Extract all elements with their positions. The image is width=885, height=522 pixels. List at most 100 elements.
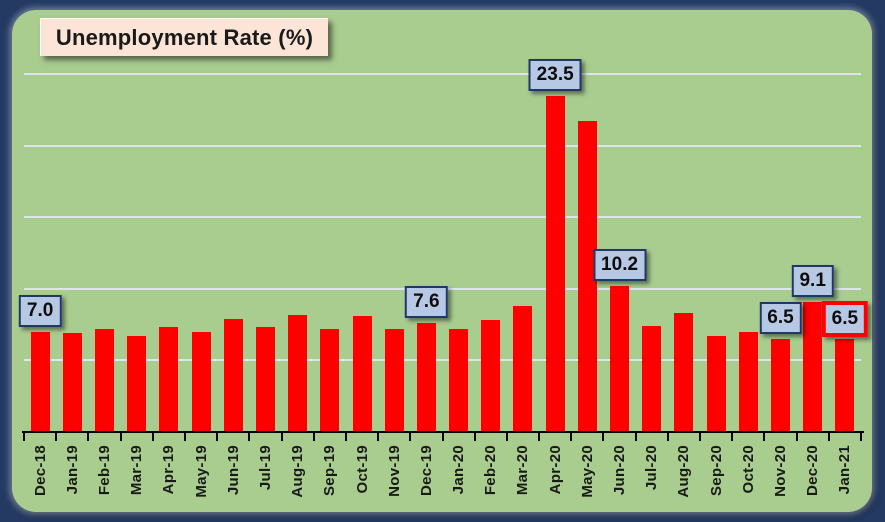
bar — [288, 314, 308, 432]
chart-card: Unemployment Rate (%) Dec-18 Jan-19 Feb-19… — [12, 10, 872, 512]
x-axis-label: Jun-20 — [608, 445, 632, 495]
axis-tick — [183, 433, 186, 441]
axis-tick — [216, 433, 219, 441]
x-axis-label-text: Aug-19 — [289, 445, 307, 498]
axis-tick — [409, 433, 412, 441]
x-axis-label: May-20 — [575, 445, 599, 498]
bar — [642, 326, 662, 432]
axis-tick — [602, 433, 605, 441]
bar — [738, 331, 758, 432]
axis-tick — [248, 433, 251, 441]
axis-tick — [860, 433, 862, 441]
axis-tick — [666, 433, 669, 441]
x-axis-label-text: Nov-19 — [385, 445, 403, 497]
x-axis-label: Jul-19 — [253, 445, 277, 490]
bar — [610, 285, 630, 432]
axis-tick — [538, 433, 541, 441]
x-axis-label-text: Jul-19 — [256, 445, 274, 491]
axis-tick — [473, 433, 476, 441]
x-axis-label-text: Jan-20 — [450, 445, 468, 495]
x-axis-label: Sep-20 — [704, 445, 728, 496]
axis-tick — [763, 433, 766, 441]
bar — [513, 306, 533, 432]
axis-tick — [634, 433, 637, 441]
bar — [416, 323, 436, 432]
x-axis-label-text: Dec-18 — [31, 445, 49, 496]
data-callout: 10.2 — [593, 248, 647, 281]
x-axis-label: Nov-20 — [769, 445, 793, 497]
gridline — [24, 73, 861, 76]
x-axis-label: Mar-20 — [511, 445, 535, 495]
bar — [191, 331, 211, 432]
x-axis-line — [22, 431, 864, 433]
x-axis-label-text: Apr-19 — [160, 445, 178, 495]
x-axis-label-text: Jan-21 — [836, 445, 854, 495]
x-axis-label: Feb-19 — [92, 445, 116, 495]
bar — [803, 301, 823, 432]
gridline — [24, 359, 861, 362]
data-callout: 6.5 — [759, 301, 802, 334]
gridline — [24, 216, 861, 219]
chart-title-text: Unemployment Rate (%) — [55, 24, 314, 50]
x-axis-label-text: Apr-20 — [546, 445, 564, 495]
x-axis-label: Feb-20 — [479, 445, 503, 495]
x-axis-label: Dec-18 — [28, 445, 52, 496]
bar — [30, 331, 50, 432]
bar — [255, 327, 275, 432]
x-axis-label-text: Feb-19 — [95, 445, 113, 496]
x-axis-label: Aug-20 — [672, 445, 696, 498]
x-axis-label-text: Mar-20 — [514, 445, 532, 496]
bar — [62, 333, 82, 432]
axis-tick — [795, 433, 798, 441]
x-axis-label-text: Jan-19 — [63, 445, 81, 495]
axis-tick — [699, 433, 702, 441]
data-callout: 23.5 — [528, 58, 582, 91]
bar — [223, 318, 243, 432]
bar — [674, 313, 694, 432]
x-axis-label: Jul-20 — [640, 445, 664, 490]
x-axis-label: Jan-20 — [447, 445, 471, 494]
plot-area: Dec-18 Jan-19 Feb-19 Mar-19 Apr-19 May-19 Jun-… — [18, 58, 869, 498]
data-callout: 7.0 — [18, 294, 62, 327]
axis-tick — [377, 433, 380, 441]
x-axis-label: Dec-20 — [801, 445, 825, 496]
data-callout: 6.5 — [821, 300, 869, 337]
bar — [384, 328, 404, 432]
axis-tick — [23, 433, 25, 441]
x-axis-label: Aug-19 — [286, 445, 310, 498]
x-axis-label-text: May-20 — [578, 445, 596, 498]
x-axis-label: Oct-19 — [350, 445, 374, 494]
bar — [127, 336, 147, 432]
axis-tick — [280, 433, 283, 441]
bar — [545, 95, 565, 432]
axis-tick — [344, 433, 347, 441]
x-axis-label-text: Feb-20 — [482, 445, 500, 496]
x-axis-label: Sep-19 — [318, 445, 342, 496]
x-axis-label-text: Sep-19 — [321, 445, 339, 496]
data-callout: 9.1 — [791, 264, 834, 297]
chart-title-box: Unemployment Rate (%) — [40, 18, 328, 56]
bar — [320, 328, 340, 432]
bar — [577, 121, 597, 432]
bar — [481, 320, 501, 432]
x-axis-label-text: Jul-20 — [643, 445, 661, 491]
axis-tick — [87, 433, 90, 441]
x-axis-label: Jun-19 — [221, 445, 245, 495]
x-axis-label-text: Dec-19 — [417, 445, 435, 496]
x-axis-label-text: Jun-20 — [611, 445, 629, 496]
data-callout: 7.6 — [405, 286, 448, 319]
axis-tick — [119, 433, 122, 441]
x-axis-label: Jan-21 — [833, 445, 857, 494]
axis-tick — [441, 433, 444, 441]
x-axis-label-text: Dec-20 — [804, 445, 822, 496]
bar — [706, 336, 726, 432]
x-axis-label-text: May-19 — [192, 445, 210, 498]
axis-tick — [827, 433, 830, 441]
x-axis-label-text: Oct-19 — [353, 445, 371, 494]
axis-tick — [505, 433, 508, 441]
x-axis-label: Dec-19 — [414, 445, 438, 496]
x-axis-label-text: Nov-20 — [772, 445, 790, 497]
bar — [159, 327, 179, 432]
